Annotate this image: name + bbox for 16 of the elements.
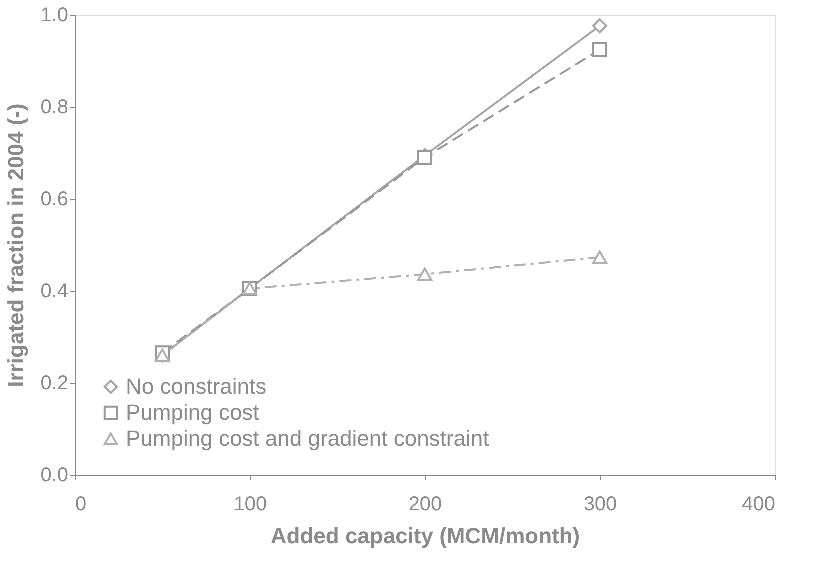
x-tick-label: 100 [234,494,268,516]
y-tick-label: 0.0 [40,464,68,486]
x-tick-label: 300 [584,494,618,516]
legend-label: No constraints [126,374,267,399]
y-tick-label: 0.4 [40,280,68,302]
y-tick-label: 0.6 [40,188,68,210]
x-tick-label: 0 [76,494,87,516]
x-tick-label: 200 [408,494,442,516]
x-axis-title: Added capacity (MCM/month) [270,524,580,548]
y-axis-title: Irrigated fraction in 2004 (-) [4,104,29,388]
y-tick-label: 0.8 [40,96,68,118]
legend-label: Pumping cost and gradient constraint [126,426,490,451]
y-tick-label: 1.0 [40,4,68,26]
x-tick-label: 400 [742,494,776,516]
legend-label: Pumping cost [126,400,260,425]
y-tick-label: 0.2 [40,372,68,394]
